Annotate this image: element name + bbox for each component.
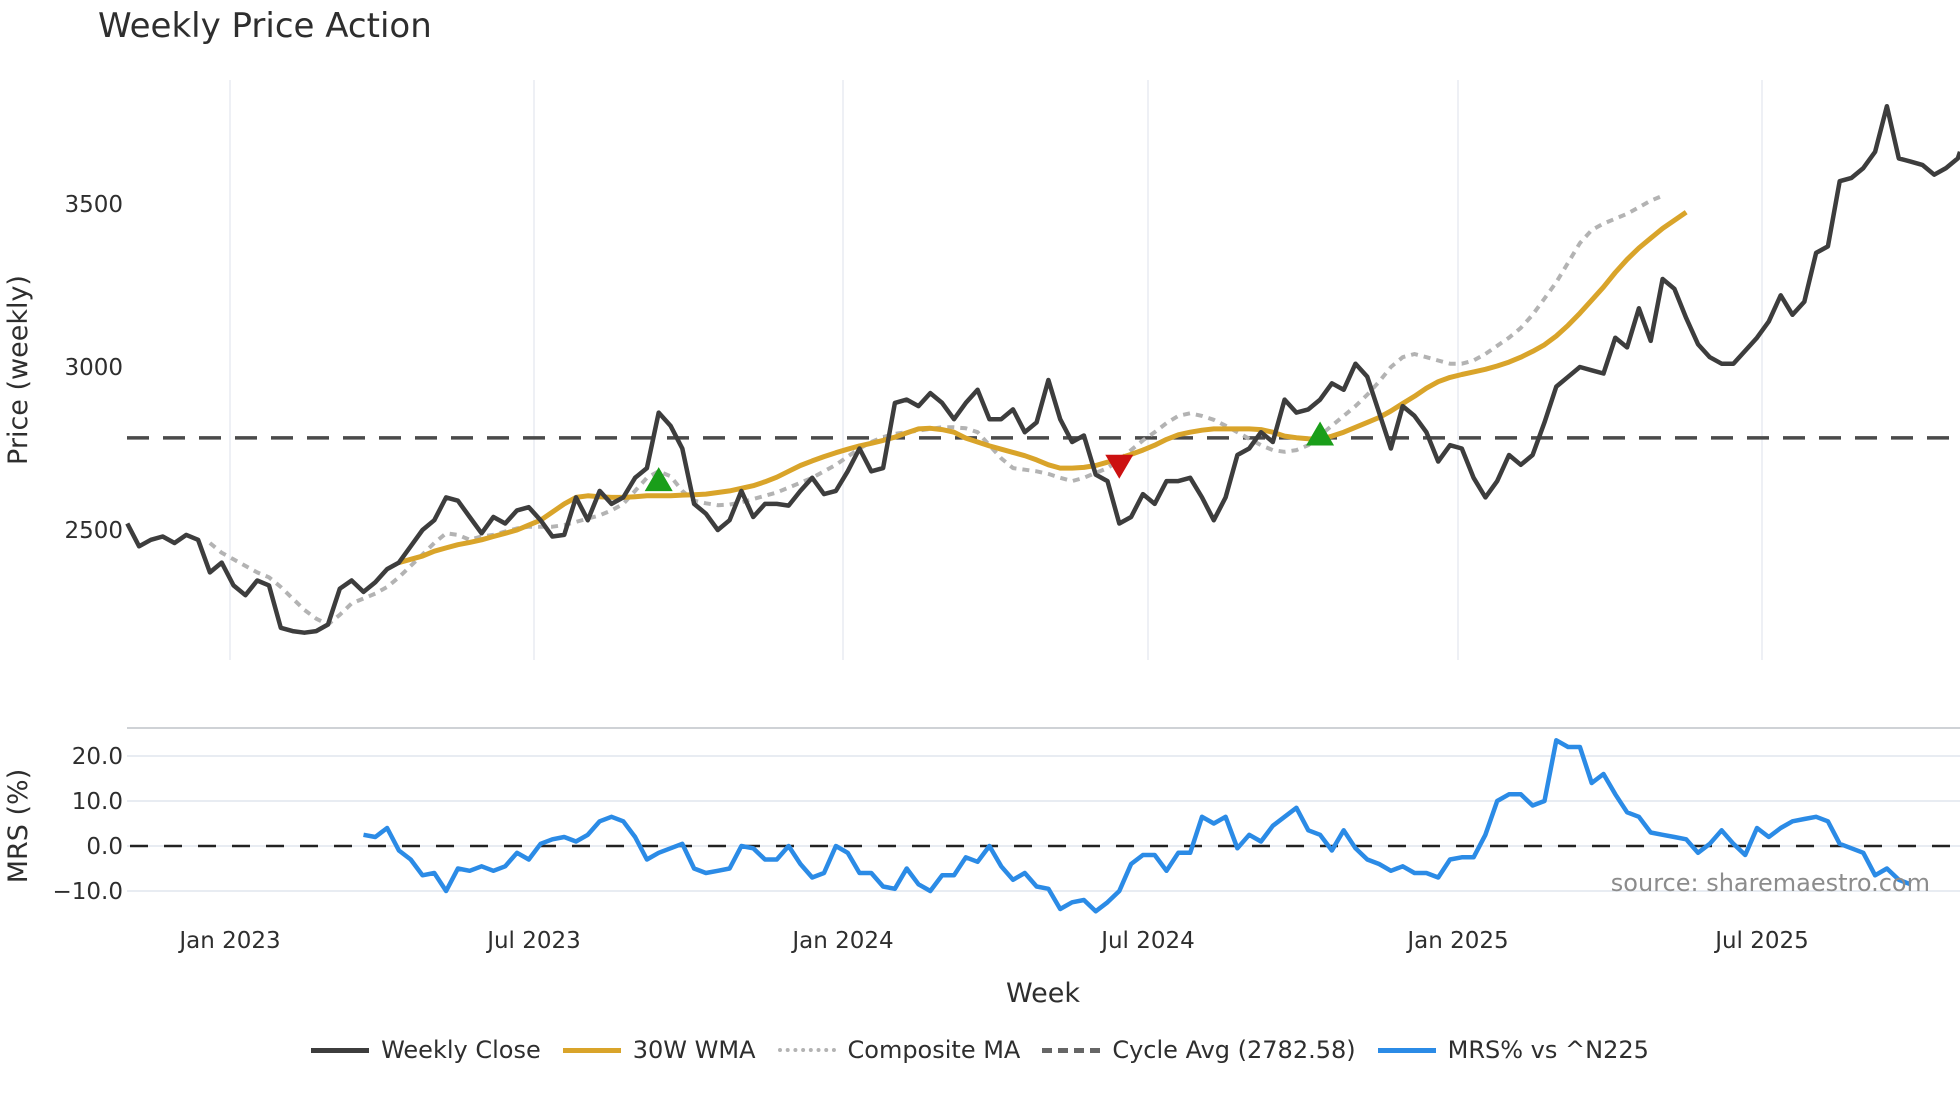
price-y-tick-label: 2500 [64,518,123,544]
mrs-y-tick-label: −10.0 [53,879,123,905]
price-y-tick-label: 3000 [64,355,123,381]
legend-swatch-icon [1042,1047,1101,1053]
mrs-y-tick-label: 0.0 [86,834,123,860]
chart-title: Weekly Price Action [98,6,432,46]
grid-lines [127,80,1960,892]
signal-markers [644,421,1335,492]
x-tick-label: Jul 2023 [485,928,581,954]
legend-item-cycle-avg[interactable]: Cycle Avg (2782.58) [1042,1036,1356,1064]
legend-label: Cycle Avg (2782.58) [1112,1036,1356,1064]
legend-swatch-icon [777,1048,836,1052]
legend: Weekly Close 30W WMA Composite MA Cycle Avg… [0,1036,1960,1064]
x-tick-label: Jan 2023 [177,928,280,954]
reference-lines [127,436,1960,848]
source-watermark: source: sharemaestro.com [1611,869,1930,897]
x-tick-label: Jul 2024 [1099,928,1195,954]
weekly-close-line [125,103,1960,635]
mrs-y-tick-label: 20.0 [72,744,123,770]
x-tick-label: Jan 2024 [790,928,893,954]
legend-item-composite-ma[interactable]: Composite MA [777,1036,1021,1064]
series-lines [125,103,1960,914]
wma-30w-line [398,210,1688,566]
legend-swatch-icon [1377,1047,1436,1053]
buy-signal-triangle-icon [1306,421,1335,446]
x-axis-title: Week [1006,978,1080,1009]
axis-labels: Jan 2023 Jul 2023 Jan 2024 Jul 2024 Jan 2025… [53,192,1809,954]
mrs-y-tick-label: 10.0 [72,789,123,815]
composite-ma-line [208,193,1664,627]
price-axis-title: Price (weekly) [3,275,34,465]
sell-signal-triangle-icon [1105,454,1134,479]
legend-label: Weekly Close [381,1036,541,1064]
legend-label: MRS% vs ^N225 [1447,1036,1649,1064]
x-tick-label: Jul 2025 [1713,928,1809,954]
legend-label: 30W WMA [632,1036,756,1064]
legend-item-weekly-close[interactable]: Weekly Close [311,1036,541,1064]
legend-swatch-icon [562,1047,621,1053]
x-tick-label: Jan 2025 [1405,928,1508,954]
mrs-axis-title: MRS (%) [3,769,34,884]
mrs-line [363,738,1912,914]
legend-label: Composite MA [847,1036,1021,1064]
price-y-tick-label: 3500 [64,192,123,218]
legend-swatch-icon [311,1047,370,1053]
legend-item-mrs[interactable]: MRS% vs ^N225 [1377,1036,1649,1064]
buy-signal-triangle-icon [644,467,673,492]
legend-item-wma[interactable]: 30W WMA [562,1036,756,1064]
